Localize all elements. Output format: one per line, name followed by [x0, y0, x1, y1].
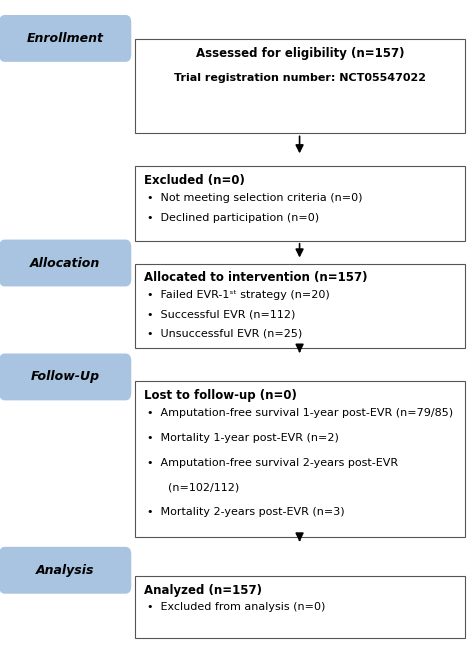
- FancyBboxPatch shape: [0, 15, 131, 62]
- Text: •  Mortality 1-year post-EVR (n=2): • Mortality 1-year post-EVR (n=2): [147, 433, 339, 443]
- Text: •  Successful EVR (n=112): • Successful EVR (n=112): [147, 309, 295, 319]
- Text: •  Excluded from analysis (n=0): • Excluded from analysis (n=0): [147, 602, 325, 612]
- Text: Lost to follow-up (n=0): Lost to follow-up (n=0): [144, 389, 297, 402]
- FancyBboxPatch shape: [0, 240, 131, 286]
- Text: •  Failed EVR-1ˢᵗ strategy (n=20): • Failed EVR-1ˢᵗ strategy (n=20): [147, 290, 330, 299]
- Text: (n=102/112): (n=102/112): [147, 482, 239, 492]
- FancyBboxPatch shape: [135, 381, 465, 537]
- Text: •  Mortality 2-years post-EVR (n=3): • Mortality 2-years post-EVR (n=3): [147, 507, 345, 517]
- FancyBboxPatch shape: [0, 547, 131, 594]
- FancyBboxPatch shape: [0, 353, 131, 400]
- FancyBboxPatch shape: [135, 166, 465, 241]
- Text: Excluded (n=0): Excluded (n=0): [144, 174, 245, 187]
- Text: •  Declined participation (n=0): • Declined participation (n=0): [147, 213, 319, 223]
- Text: •  Amputation-free survival 2-years post-EVR: • Amputation-free survival 2-years post-…: [147, 458, 398, 467]
- FancyBboxPatch shape: [135, 39, 465, 133]
- Text: Allocated to intervention (n=157): Allocated to intervention (n=157): [144, 271, 367, 284]
- Text: •  Not meeting selection criteria (n=0): • Not meeting selection criteria (n=0): [147, 193, 363, 203]
- FancyBboxPatch shape: [135, 576, 465, 638]
- Text: •  Amputation-free survival 1-year post-EVR (n=79/85): • Amputation-free survival 1-year post-E…: [147, 408, 453, 418]
- Text: Trial registration number: NCT05547022: Trial registration number: NCT05547022: [174, 73, 426, 83]
- FancyBboxPatch shape: [135, 264, 465, 348]
- Text: Enrollment: Enrollment: [27, 32, 104, 45]
- Text: •  Unsuccessful EVR (n=25): • Unsuccessful EVR (n=25): [147, 329, 302, 339]
- Text: Assessed for eligibility (n=157): Assessed for eligibility (n=157): [196, 47, 404, 60]
- Text: Follow-Up: Follow-Up: [31, 370, 100, 383]
- Text: Analysis: Analysis: [36, 564, 94, 577]
- Text: Analyzed (n=157): Analyzed (n=157): [144, 584, 262, 597]
- Text: Allocation: Allocation: [30, 256, 100, 270]
